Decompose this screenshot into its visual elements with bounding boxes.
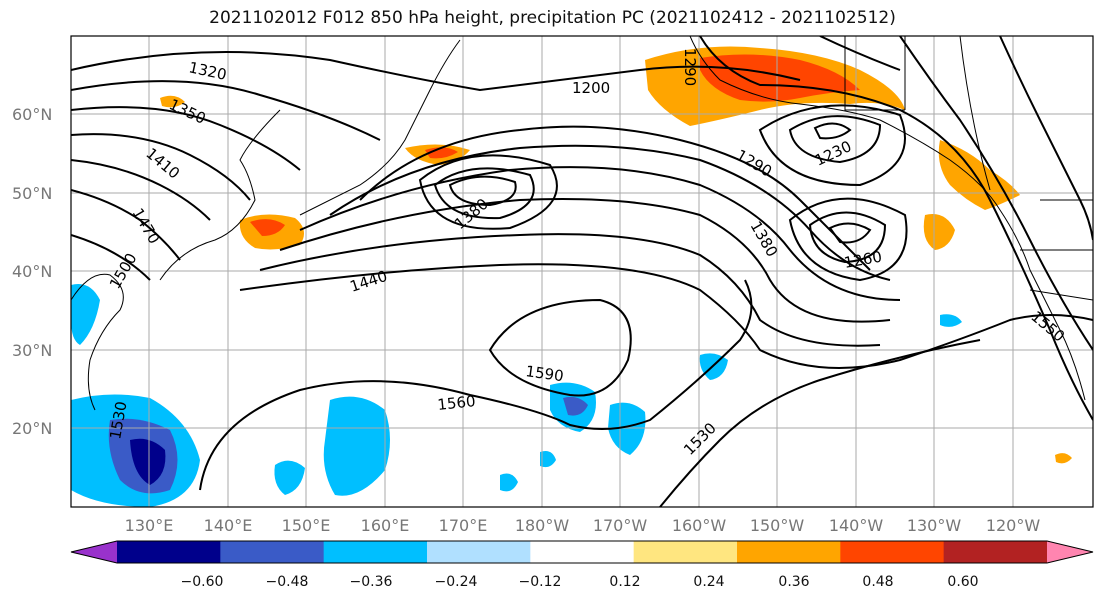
lon-label: 150°E — [282, 516, 331, 535]
lon-label: 140°W — [829, 516, 884, 535]
colorbar-segment — [840, 541, 945, 563]
colorbar-tick: 0.12 — [609, 574, 640, 590]
lon-label: 140°E — [204, 516, 253, 535]
contour-label: 1200 — [572, 79, 610, 97]
lon-label: 160°W — [672, 516, 727, 535]
contour-label: 1290 — [681, 48, 699, 86]
colorbar-extend-right — [1047, 541, 1093, 563]
colorbar-segment — [117, 541, 221, 563]
lon-label: 170°E — [439, 516, 488, 535]
map-frame — [70, 35, 1094, 508]
colorbar-extend-left — [71, 541, 117, 563]
colorbar-segments — [117, 541, 1048, 563]
colorbar: −0.60 −0.48 −0.36 −0.24 −0.12 0.12 0.24 … — [70, 540, 1094, 590]
colorbar-segment — [220, 541, 325, 563]
colorbar-segment — [737, 541, 841, 563]
lon-label: 120°W — [986, 516, 1041, 535]
colorbar-tick: 0.24 — [693, 574, 724, 590]
colorbar-tick: −0.60 — [181, 574, 224, 590]
lon-label: 130°E — [125, 516, 174, 535]
colorbar-tick: 0.36 — [778, 574, 809, 590]
lon-label: 180°W — [515, 516, 570, 535]
colorbar-tick: 0.60 — [947, 574, 978, 590]
longitude-labels: 130°E 140°E 150°E 160°E 170°E 180°W 170°… — [125, 516, 1041, 535]
map-title: 2021102012 F012 850 hPa height, precipit… — [209, 8, 896, 28]
colorbar-segment — [530, 541, 635, 563]
height-contours — [71, 36, 1093, 507]
contour-label: 1590 — [524, 362, 564, 385]
lat-label: 20°N — [12, 419, 52, 438]
colorbar-segment — [633, 541, 738, 563]
lon-label: 130°W — [907, 516, 962, 535]
latitude-labels: 60°N 50°N 40°N 30°N 20°N — [12, 105, 52, 438]
colorbar-segment — [427, 541, 531, 563]
colorbar-tick: −0.48 — [266, 574, 309, 590]
lat-label: 30°N — [12, 341, 52, 360]
lon-label: 170°W — [593, 516, 648, 535]
colorbar-tick: −0.24 — [435, 574, 478, 590]
colorbar-tick: −0.12 — [519, 574, 562, 590]
colorbar-tick: −0.36 — [350, 574, 393, 590]
colorbar-segment — [943, 541, 1048, 563]
lat-label: 60°N — [12, 105, 52, 124]
colorbar-tick: 0.48 — [862, 574, 893, 590]
lat-label: 50°N — [12, 184, 52, 203]
lon-label: 160°E — [361, 516, 410, 535]
lon-label: 150°W — [750, 516, 805, 535]
colorbar-segment — [323, 541, 428, 563]
contour-label: 1560 — [437, 392, 477, 414]
lat-label: 40°N — [12, 262, 52, 281]
coastlines — [71, 36, 1093, 411]
